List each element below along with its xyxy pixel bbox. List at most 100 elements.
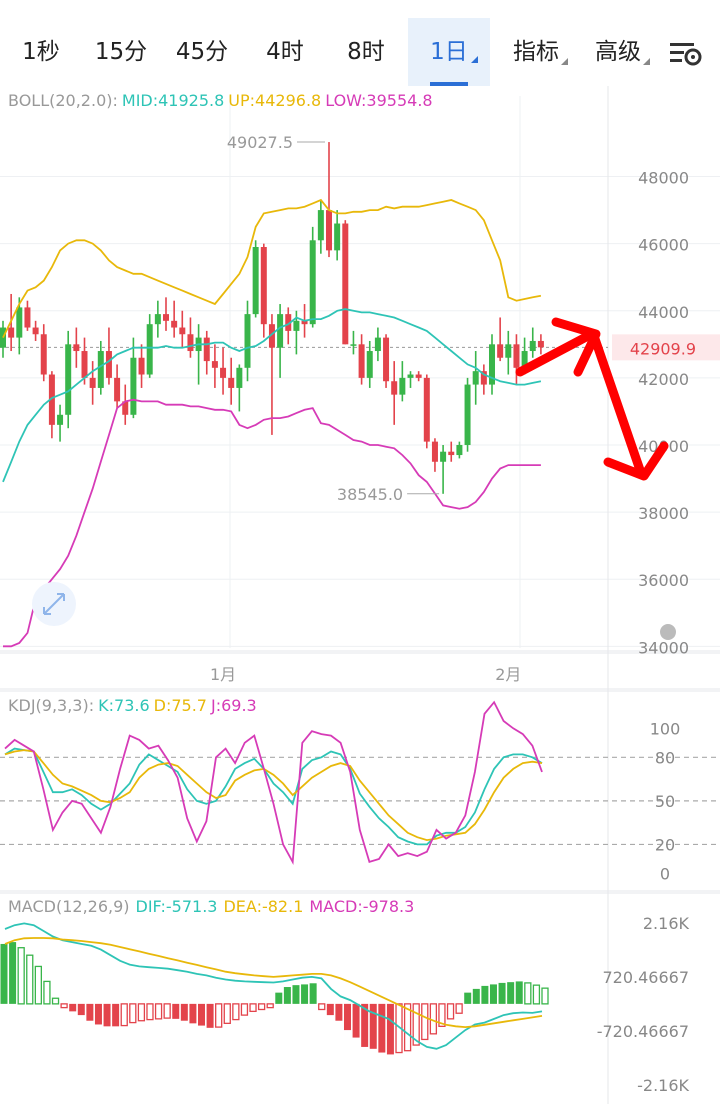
section-divider	[0, 890, 720, 894]
candle-body	[480, 371, 487, 385]
tab-indicators[interactable]: 指标	[500, 18, 572, 86]
macd-bar	[352, 1003, 360, 1038]
candle-body	[489, 344, 495, 385]
tab-label: 1日	[430, 39, 468, 65]
kline-chart[interactable]: 4800046000440004200040000380003600034000…	[0, 86, 720, 1104]
candle-body	[399, 377, 406, 395]
candle-body	[163, 314, 169, 321]
tab-label: 4时	[266, 39, 304, 65]
tab-label: 15分	[94, 39, 148, 65]
candle-body	[40, 334, 47, 375]
candle-body	[521, 351, 528, 368]
macd-bar	[532, 984, 541, 1005]
macd-bar	[386, 1003, 394, 1055]
candle-body	[211, 361, 218, 368]
tab-label: 高级	[595, 39, 641, 65]
macd-bar	[223, 1003, 231, 1024]
macd-bar	[112, 1003, 120, 1027]
section-divider	[0, 688, 720, 692]
scroll-handle-icon	[660, 624, 676, 640]
kdj-j-line	[4, 700, 543, 865]
candle-body	[423, 377, 430, 442]
macd-bar	[446, 1003, 455, 1020]
candle-body	[268, 324, 275, 348]
candle-body	[431, 441, 438, 462]
kdj-k-line	[4, 747, 543, 846]
macd-bar	[180, 1003, 188, 1021]
candle-body	[407, 374, 414, 378]
candle-body	[228, 377, 235, 388]
macd-bar	[137, 1003, 146, 1022]
candle-body	[244, 314, 251, 368]
macd-bar	[361, 1003, 369, 1047]
macd-dif-line	[4, 922, 543, 1050]
candle-body	[105, 351, 112, 378]
expand-arrows-icon	[43, 593, 65, 615]
candle-body	[236, 367, 243, 388]
tab-45m[interactable]: 45分	[168, 18, 236, 86]
macd-bar	[326, 1003, 334, 1016]
candle-body	[73, 344, 80, 352]
macd-bar	[9, 942, 17, 1004]
macd-bar	[301, 984, 309, 1004]
tab-1s[interactable]: 1秒	[12, 18, 70, 86]
candle-body	[146, 324, 153, 375]
candle-body	[24, 307, 31, 328]
y-tick-label: 48000	[638, 169, 689, 188]
tab-15m[interactable]: 15分	[88, 18, 154, 86]
macd-legend: MACD(12,26,9) DIF:-571.3 DEA:-82.1 MACD:-97…	[8, 897, 414, 916]
tab-8h[interactable]: 8时	[334, 18, 398, 86]
macd-bar	[69, 1003, 77, 1012]
kdj-y-tick-label: 20	[655, 835, 675, 854]
macd-bar	[343, 1003, 351, 1031]
tab-label: 8时	[347, 39, 385, 65]
candle-body	[537, 340, 544, 348]
candle-body	[309, 240, 316, 325]
candle-body	[464, 384, 471, 445]
candle-body	[342, 223, 349, 345]
macd-bar	[266, 1003, 274, 1009]
macd-bar	[309, 983, 317, 1004]
chart-settings-icon[interactable]	[668, 40, 704, 68]
macd-bar	[129, 1003, 137, 1024]
macd-bar	[318, 1003, 326, 1011]
macd-bar	[94, 1003, 102, 1025]
candle-body	[65, 344, 72, 415]
candle-body	[130, 357, 137, 415]
candle-body	[374, 337, 381, 352]
dropdown-indicator-icon	[643, 58, 650, 65]
candle-body	[89, 377, 96, 388]
candle-body	[285, 314, 292, 331]
macd-bar	[283, 987, 291, 1004]
annotation-arrowhead-down	[603, 441, 669, 481]
y-tick-label: 38000	[638, 504, 689, 523]
macd-bar	[524, 982, 532, 1005]
legend-entry: MID:41925.8	[122, 91, 224, 110]
macd-bar	[481, 985, 489, 1004]
tab-1d[interactable]: 1日	[408, 18, 490, 86]
tab-label: 指标	[513, 39, 559, 65]
candle-body	[391, 381, 398, 395]
candle-body	[277, 314, 284, 348]
candle-body	[48, 374, 55, 425]
macd-bar	[455, 1003, 463, 1014]
annotation-arrow-up	[515, 331, 593, 377]
kdj-d-line	[4, 749, 543, 842]
candle-body	[529, 340, 536, 352]
candle-body	[171, 320, 178, 328]
indicator-name: BOLL(20,2.0):	[8, 91, 118, 110]
candle-body	[138, 357, 145, 375]
candle-body	[415, 374, 422, 378]
macd-bar	[60, 1003, 68, 1009]
tab-4h[interactable]: 4时	[254, 18, 316, 86]
tab-advanced[interactable]: 高级	[582, 18, 654, 86]
macd-bar	[472, 988, 480, 1004]
current-price-tag-bg	[612, 334, 720, 361]
indicator-name: KDJ(9,3,3):	[8, 696, 94, 715]
macd-bar	[369, 1003, 377, 1049]
macd-bar	[232, 1003, 240, 1021]
candle-body	[293, 320, 300, 331]
candle-body	[252, 247, 259, 315]
kdj-y-tick-label: 50	[655, 792, 675, 811]
macd-bar	[189, 1003, 197, 1024]
